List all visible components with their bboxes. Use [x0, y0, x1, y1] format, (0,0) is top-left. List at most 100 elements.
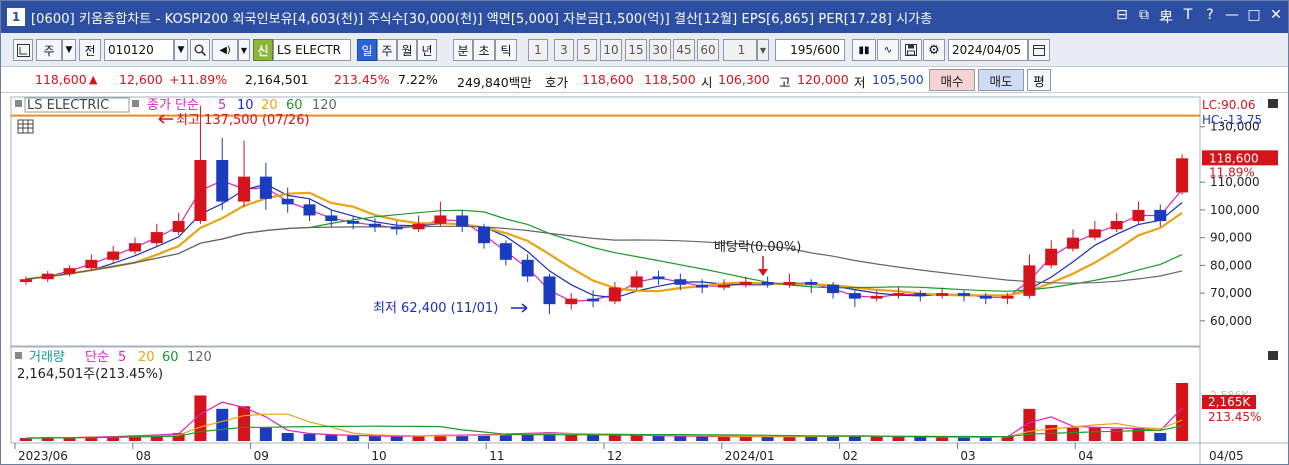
window-minimize-icon[interactable]: — — [1225, 7, 1239, 23]
sound-icon[interactable]: ◀) — [212, 39, 238, 61]
candle-body — [979, 295, 992, 299]
volume-bar — [652, 435, 665, 441]
save-icon[interactable] — [900, 39, 922, 61]
line-tool-icon[interactable]: ∿ — [877, 39, 899, 61]
window-help-icon[interactable]: ? — [1206, 7, 1214, 23]
candle-body — [543, 276, 556, 305]
price-volume-chart[interactable]: 130,000 110,000 100,000 90,000 80,000 70,000 6… — [1, 93, 1289, 465]
volume-ma60-legend: 60 — [162, 350, 179, 365]
candle-body — [150, 232, 163, 244]
interval-45-button[interactable]: 45 — [673, 39, 695, 61]
window-number-badge[interactable]: 1 — [7, 8, 25, 26]
candle-body — [1001, 295, 1014, 299]
window-maximize-icon[interactable]: □ — [1247, 7, 1261, 23]
chevron-down-icon[interactable]: ▼ — [62, 39, 76, 61]
low-annotation: 최저 62,400 (11/01) — [373, 301, 498, 316]
sell-button[interactable]: 매도 — [978, 69, 1024, 91]
window-text-icon[interactable]: T — [1183, 7, 1193, 23]
candle-body — [19, 279, 32, 282]
window-title: [0600] 키움종합차트 - KOSPI200 외국인보유[4,603(천)]… — [31, 11, 933, 27]
gear-icon[interactable]: ⚙ — [923, 39, 945, 61]
stock-code-input[interactable]: 010120 — [104, 39, 174, 61]
window-pin-icon[interactable]: 卑 — [1159, 10, 1173, 26]
window-split-icon[interactable]: ⊟ — [1116, 7, 1128, 23]
ma-collapse-icon[interactable] — [132, 100, 139, 107]
candle-body — [434, 215, 447, 224]
candle-body — [390, 226, 403, 230]
candle-type-icon[interactable]: ▮▮ — [852, 39, 876, 61]
ask-price: 118,600 — [582, 72, 634, 87]
period-tick-button[interactable]: 틱 — [495, 39, 517, 61]
quote-bar: 118,600 ▲ 12,600 +11.89% 2,164,501 213.4… — [1, 67, 1288, 93]
interval-3-button[interactable]: 3 — [554, 39, 574, 61]
price-change: 12,600 — [119, 72, 163, 87]
new-stock-badge[interactable]: 신 — [253, 39, 273, 61]
candle-body — [107, 251, 120, 260]
interval-1-button[interactable]: 1 — [528, 39, 548, 61]
candle-body — [1067, 237, 1080, 249]
volume-bar — [281, 432, 294, 441]
y-tick-label: 90,000 — [1210, 231, 1252, 245]
candle-body — [827, 284, 840, 294]
ma120-legend: 120 — [312, 98, 337, 113]
volume-bar — [565, 434, 578, 441]
search-icon[interactable] — [190, 39, 210, 61]
volume-ma-lines — [25, 401, 1183, 439]
buy-button[interactable]: 매수 — [929, 69, 975, 91]
prev-button[interactable]: 전 — [79, 39, 101, 61]
volume-bar — [325, 435, 338, 441]
volume-bar-series — [19, 383, 1189, 441]
candle-body — [412, 223, 425, 230]
interval-input[interactable]: 1 — [723, 39, 757, 61]
period-second-button[interactable]: 초 — [473, 39, 495, 61]
volume-bar — [805, 436, 818, 441]
stock-label: LS ELECTRIC — [27, 98, 109, 113]
period-month-button[interactable]: 월 — [397, 39, 417, 61]
high-annotation: 최고 137,500 (07/26) — [176, 113, 310, 128]
y-tick-label: 60,000 — [1210, 314, 1252, 328]
stock-name-field[interactable]: LS ELECTR — [273, 39, 351, 61]
period-unit-select[interactable]: 주 — [36, 39, 62, 61]
lc-label: LC:90.06 — [1202, 98, 1255, 112]
chart-layout-icon[interactable] — [13, 39, 33, 61]
price-panel-close-icon[interactable] — [1268, 99, 1278, 108]
volume-bar — [1023, 408, 1036, 441]
interval-5-button[interactable]: 5 — [577, 39, 597, 61]
evaluate-button[interactable]: 평 — [1027, 69, 1051, 91]
trade-amount: 249,840백만 — [457, 75, 532, 90]
period-day-button[interactable]: 일 — [357, 39, 377, 61]
window-close-icon[interactable]: ✕ — [1270, 7, 1282, 23]
period-week-button[interactable]: 주 — [377, 39, 397, 61]
interval-30-button[interactable]: 30 — [649, 39, 671, 61]
interval-60-button[interactable]: 60 — [697, 39, 719, 61]
panel-close-icon[interactable] — [1268, 351, 1278, 360]
volume-collapse-icon[interactable] — [15, 352, 22, 359]
window-copy-icon[interactable]: ⧉ — [1139, 7, 1149, 23]
x-tick-label: 10 — [371, 449, 386, 463]
period-minute-button[interactable]: 분 — [453, 39, 473, 61]
panel-collapse-icon[interactable] — [15, 100, 22, 107]
last-pct-tag-text: 11.89% — [1209, 165, 1255, 179]
volume-bar — [347, 435, 360, 441]
candle-body — [608, 287, 621, 302]
x-tick-label: 2023/06 — [18, 449, 68, 463]
price-panel-frame — [10, 96, 1201, 347]
date-input[interactable]: 2024/04/05 — [948, 39, 1028, 61]
period-year-button[interactable]: 년 — [417, 39, 437, 61]
candle-body — [172, 221, 185, 233]
calendar-icon[interactable] — [1028, 39, 1050, 61]
sound-dropdown-icon[interactable]: ▼ — [238, 39, 250, 61]
code-dropdown-icon[interactable]: ▼ — [174, 39, 188, 61]
candle-body — [521, 259, 534, 277]
ma60-legend: 60 — [286, 98, 303, 113]
volume-bar — [521, 432, 534, 441]
data-count-input[interactable]: 195/600 — [775, 39, 845, 61]
candle-body — [238, 176, 251, 202]
x-tick-label: 2024/01 — [725, 449, 775, 463]
volume-bar — [456, 435, 469, 441]
grid-table-icon[interactable] — [17, 119, 34, 134]
volume-bar — [1132, 428, 1145, 441]
interval-10-button[interactable]: 10 — [600, 39, 622, 61]
interval-dropdown-icon[interactable]: ▼ — [757, 39, 769, 61]
interval-15-button[interactable]: 15 — [625, 39, 647, 61]
